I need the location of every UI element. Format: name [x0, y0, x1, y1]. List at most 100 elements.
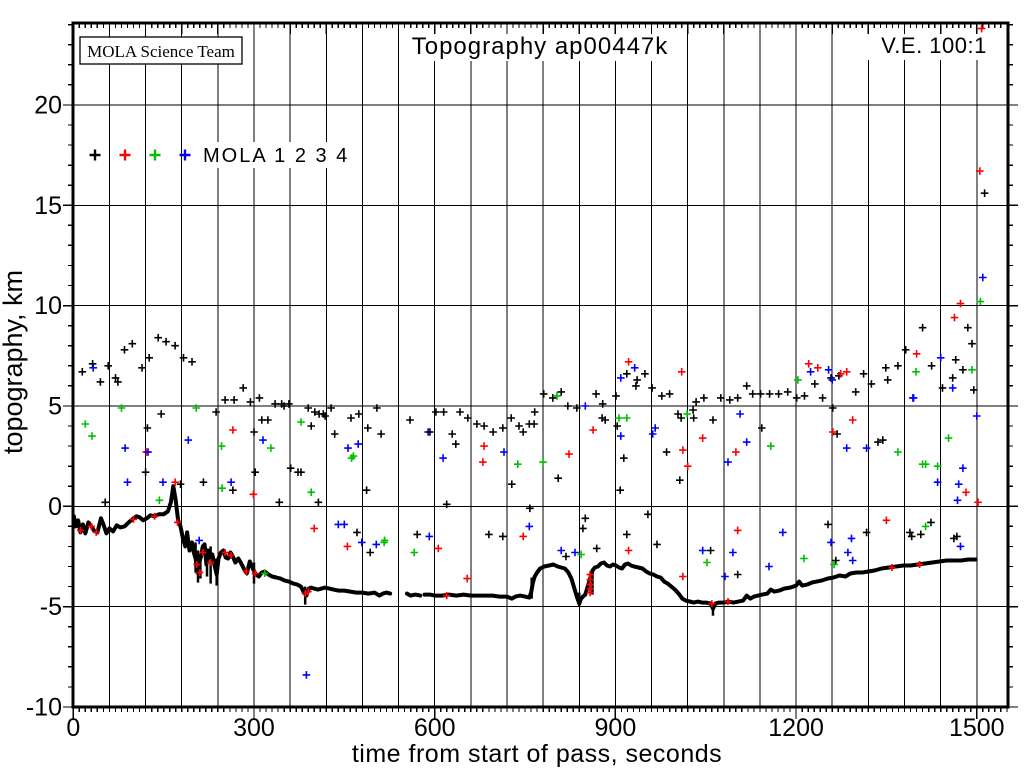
noise-plus-marker: [176, 480, 185, 488]
noise-plus-marker: [141, 468, 150, 476]
noise-plus-marker: [623, 370, 631, 378]
noise-plus-marker: [251, 468, 259, 476]
noise-plus-marker: [907, 532, 916, 541]
noise-plus-marker: [613, 422, 621, 430]
noise-plus-marker: [827, 538, 835, 547]
noise-plus-marker: [844, 548, 852, 557]
track-plus-marker: [724, 598, 732, 606]
noise-plus-marker: [968, 366, 976, 374]
title-backdrop: [410, 30, 670, 61]
noise-plus-marker: [271, 400, 279, 408]
noise-plus-marker: [968, 339, 976, 348]
noise-plus-marker: [811, 380, 819, 388]
noise-plus-marker: [564, 402, 572, 410]
noise-plus-marker: [980, 189, 989, 197]
noise-plus-marker: [733, 526, 742, 535]
noise-plus-marker: [297, 418, 305, 426]
noise-plus-marker: [648, 430, 657, 438]
noise-plus-marker: [624, 358, 633, 366]
noise-plus-marker: [514, 460, 522, 468]
noise-plus-marker: [117, 404, 126, 412]
noise-plus-marker: [311, 408, 319, 416]
noise-plus-marker: [406, 416, 414, 424]
noise-plus-marker: [729, 548, 737, 557]
noise-plus-marker: [154, 333, 162, 342]
noise-plus-marker: [171, 478, 179, 486]
noise-plus-marker: [927, 518, 935, 527]
noise-plus-marker: [733, 394, 742, 402]
noise-plus-marker: [373, 404, 381, 412]
noise-plus-marker: [767, 442, 775, 450]
noise-plus-marker: [848, 416, 857, 424]
y-axis-label: topography, km: [0, 270, 28, 454]
noise-plus-marker: [553, 392, 561, 400]
noise-scatter-points: [78, 24, 989, 679]
noise-plus-marker: [366, 548, 374, 557]
noise-plus-marker: [565, 450, 573, 458]
legend-plus-marker: [89, 149, 101, 161]
gridlines: [73, 23, 1008, 707]
noise-plus-marker: [217, 442, 226, 450]
noise-plus-marker: [783, 388, 792, 396]
noise-plus-marker: [721, 572, 729, 581]
noise-plus-marker: [89, 364, 97, 372]
legend-label: MOLA 1 2 3 4: [203, 145, 349, 167]
noise-plus-marker: [851, 388, 860, 396]
noise-plus-marker: [959, 366, 967, 374]
noise-plus-marker: [425, 532, 434, 541]
track-plus-marker: [130, 515, 137, 523]
noise-plus-marker: [733, 570, 742, 579]
noise-plus-marker: [906, 528, 914, 537]
noise-plus-marker: [581, 402, 590, 410]
noise-plus-marker: [539, 458, 547, 466]
noise-plus-marker: [321, 412, 329, 420]
noise-plus-marker: [358, 538, 366, 547]
noise-plus-marker: [179, 354, 188, 362]
tick-labels: 0 300 600 900 1200 1500 -10 -5 0 5 10 15 20: [26, 91, 1005, 742]
track-plus-marker: [221, 549, 229, 556]
noise-plus-marker: [748, 390, 757, 398]
track-plus-marker: [92, 528, 100, 536]
noise-plus-marker: [218, 484, 226, 492]
noise-plus-marker: [120, 346, 129, 354]
noise-plus-marker: [692, 398, 700, 406]
credit-label: MOLA Science Team: [87, 42, 235, 61]
track-plus-marker: [151, 512, 159, 520]
legend-plus-marker: [179, 149, 191, 161]
noise-plus-marker: [380, 538, 388, 547]
noise-plus-marker: [485, 530, 493, 539]
noise-plus-marker: [250, 428, 258, 436]
noise-plus-marker: [842, 444, 851, 452]
noise-plus-marker: [956, 299, 965, 308]
noise-plus-marker: [977, 24, 986, 33]
noise-plus-marker: [879, 436, 887, 444]
noise-plus-marker: [362, 486, 371, 494]
noise-plus-marker: [343, 542, 352, 551]
ground-track-segment: [422, 557, 978, 611]
noise-plus-marker: [221, 396, 229, 404]
noise-plus-marker: [499, 424, 507, 432]
noise-plus-marker: [951, 356, 960, 364]
noise-plus-marker: [874, 438, 882, 446]
noise-plus-marker: [479, 458, 487, 466]
noise-plus-marker: [936, 354, 945, 362]
noise-plus-marker: [307, 488, 315, 497]
noise-plus-marker: [679, 572, 687, 581]
noise-plus-marker: [933, 462, 942, 470]
noise-plus-marker: [962, 488, 970, 497]
noise-plus-marker: [800, 554, 808, 563]
noise-plus-marker: [155, 496, 164, 505]
track-plus-marker: [888, 564, 896, 571]
noise-plus-marker: [264, 416, 272, 424]
noise-plus-marker: [259, 436, 267, 444]
noise-plus-marker: [662, 448, 671, 456]
axis-ticks: [63, 23, 1018, 719]
noise-plus-marker: [862, 528, 871, 537]
plot-frame: [71, 21, 1010, 709]
y-tick-label: -10: [26, 694, 62, 722]
noise-plus-marker: [480, 422, 488, 430]
noise-plus-marker: [554, 474, 562, 482]
noise-plus-marker: [842, 368, 851, 376]
noise-plus-marker: [814, 364, 822, 372]
